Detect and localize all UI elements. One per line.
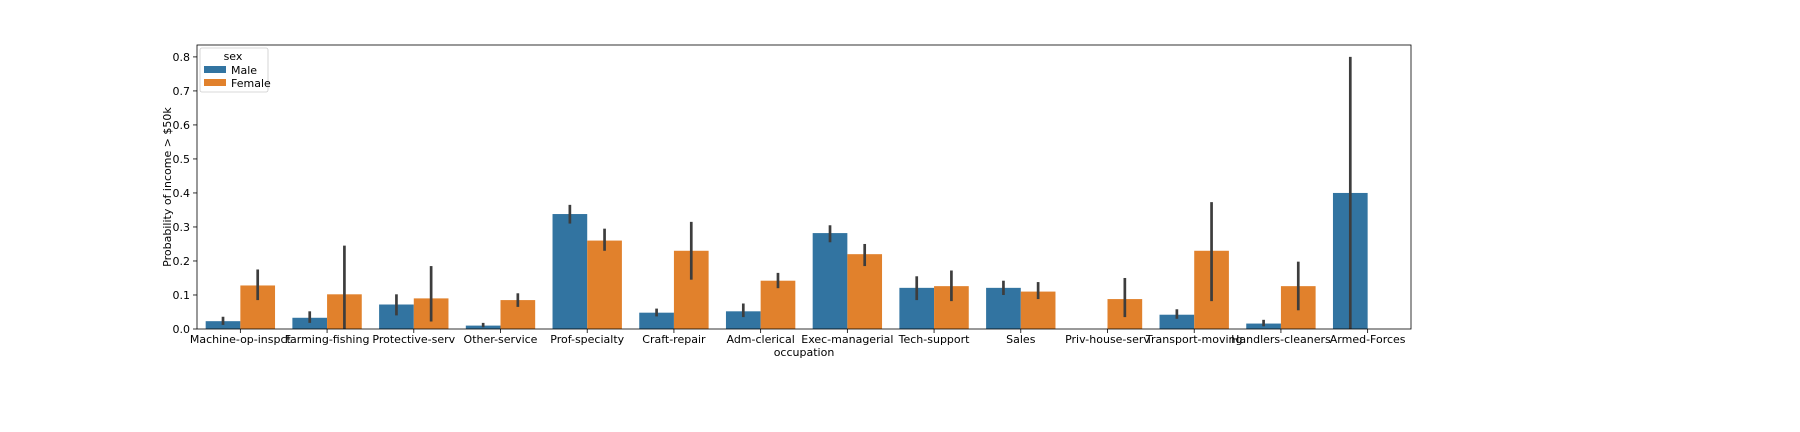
x-tick-label-8: Tech-support: [898, 333, 971, 346]
x-tick-label-0: Machine-op-inspct: [190, 333, 292, 346]
bar-female-7: [847, 254, 883, 329]
bar-male-11: [1159, 314, 1195, 329]
y-tick-label-8: 0.8: [173, 51, 191, 64]
x-tick-label-10: Priv-house-serv: [1065, 333, 1150, 346]
y-tick-label-3: 0.3: [173, 221, 191, 234]
legend-title: sex: [224, 50, 243, 63]
y-axis-label: Probability of income > $50k: [161, 107, 174, 267]
x-tick-label-5: Craft-repair: [642, 333, 706, 346]
y-tick-label-5: 0.5: [173, 153, 191, 166]
y-axis: 0.0 0.1 0.2 0.3 0.4 0.5 0.6 0.7 0.8: [173, 51, 197, 336]
bar-male-5: [639, 312, 674, 329]
x-axis-label: occupation: [774, 346, 835, 359]
bars-layer: [205, 192, 1368, 329]
x-tick-label-7: Exec-managerial: [801, 333, 893, 346]
bar-male-1: [292, 317, 328, 329]
x-tick-label-2: Protective-serv: [372, 333, 455, 346]
bar-female-4: [587, 240, 622, 329]
bar-male-4: [552, 214, 588, 329]
x-tick-label-12: Handlers-cleaners: [1231, 333, 1331, 346]
bar-male-6: [725, 311, 761, 329]
x-tick-label-11: Transport-moving: [1145, 333, 1243, 346]
y-tick-label-4: 0.4: [173, 187, 191, 200]
legend-label-female: Female: [231, 77, 271, 90]
bar-male-0: [205, 321, 241, 329]
legend-swatch-female: [204, 79, 226, 86]
x-tick-label-4: Prof-specialty: [550, 333, 624, 346]
x-tick-label-6: Adm-clerical: [726, 333, 794, 346]
plot-frame: [196, 44, 1412, 330]
legend-label-male: Male: [231, 64, 257, 77]
error-bars-layer: [221, 56, 1352, 329]
x-tick-label-3: Other-service: [464, 333, 538, 346]
bar-female-6: [760, 280, 796, 329]
y-tick-label-7: 0.7: [173, 85, 191, 98]
x-tick-label-1: Farming-fishing: [285, 333, 370, 346]
y-tick-label-0: 0.0: [173, 323, 191, 336]
y-tick-label-2: 0.2: [173, 255, 191, 268]
legend: sex Male Female: [199, 47, 271, 93]
legend-swatch-male: [204, 66, 226, 73]
bar-male-7: [812, 233, 848, 329]
y-tick-label-1: 0.1: [173, 289, 191, 302]
y-tick-label-6: 0.6: [173, 119, 191, 132]
x-tick-label-13: Armed-Forces: [1330, 333, 1406, 346]
x-tick-label-9: Sales: [1006, 333, 1036, 346]
